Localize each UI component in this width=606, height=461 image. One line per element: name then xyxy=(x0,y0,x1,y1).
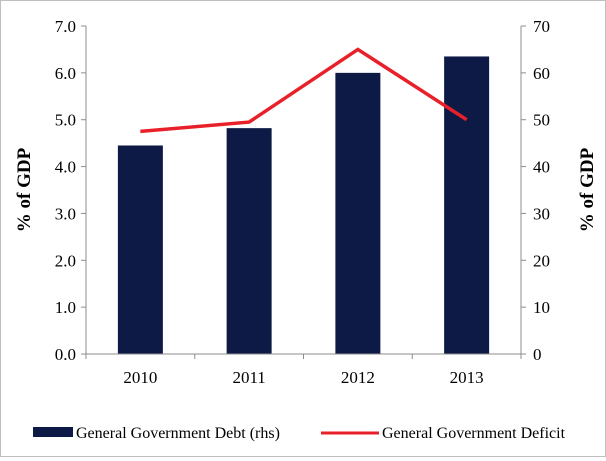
left-tick-label: 7.0 xyxy=(55,17,76,36)
left-tick-label: 3.0 xyxy=(55,204,76,223)
right-tick-label: 60 xyxy=(533,64,550,83)
x-tick-label: 2012 xyxy=(341,368,375,387)
bar-debt xyxy=(117,145,163,354)
x-tick-label: 2013 xyxy=(450,368,484,387)
left-axis-title: % of GDP xyxy=(14,147,35,232)
right-axis: 0 10 20 30 40 50 60 70 xyxy=(520,17,550,364)
right-axis-title: % of GDP xyxy=(577,147,598,232)
x-tick-label: 2011 xyxy=(232,368,265,387)
right-tick-label: 30 xyxy=(533,204,550,223)
line-deficit xyxy=(140,47,468,134)
left-tick-label: 0.0 xyxy=(55,345,76,364)
legend-swatch-debt xyxy=(33,427,73,437)
plot-area xyxy=(117,47,490,354)
left-tick-label: 1.0 xyxy=(55,298,76,317)
right-tick-label: 0 xyxy=(533,345,542,364)
left-axis: 0.0 1.0 2.0 3.0 4.0 5.0 6.0 7.0 xyxy=(55,17,87,364)
right-tick-label: 40 xyxy=(533,158,550,177)
legend: General Government Debt (rhs) General Go… xyxy=(33,425,566,442)
left-tick-label: 4.0 xyxy=(55,158,76,177)
left-tick-label: 2.0 xyxy=(55,251,76,270)
bar-debt xyxy=(226,128,272,354)
legend-label-debt: General Government Debt (rhs) xyxy=(76,425,280,442)
left-tick-label: 6.0 xyxy=(55,64,76,83)
bar-debt xyxy=(444,56,490,354)
right-tick-label: 50 xyxy=(533,111,550,130)
right-tick-label: 10 xyxy=(533,298,550,317)
legend-label-deficit: General Government Deficit xyxy=(382,425,566,442)
x-axis: 2010 2011 2012 2013 xyxy=(85,353,522,387)
right-tick-label: 70 xyxy=(533,17,550,36)
x-tick-label: 2010 xyxy=(123,368,157,387)
bar-debt xyxy=(335,72,381,354)
left-tick-label: 5.0 xyxy=(55,111,76,130)
right-tick-label: 20 xyxy=(533,251,550,270)
